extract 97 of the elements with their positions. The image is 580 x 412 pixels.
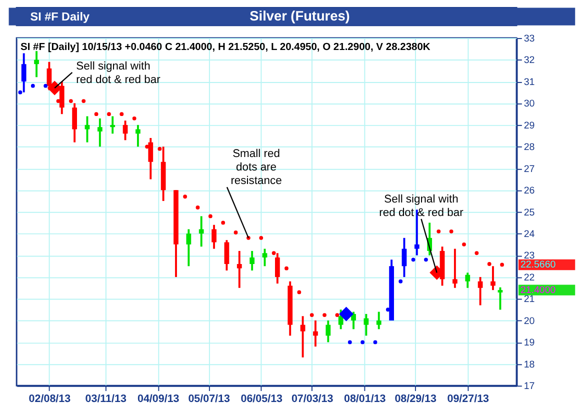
point: [500, 262, 504, 267]
candlestick: [376, 310, 382, 330]
point: [322, 313, 326, 317]
point: [221, 220, 226, 225]
x-tick-label: 05/07/13: [188, 392, 230, 405]
point: [449, 229, 454, 234]
y-tick-label: 23: [524, 250, 535, 262]
point: [82, 99, 86, 103]
x-tick-label: 02/08/13: [28, 392, 71, 405]
candlestick: [212, 224, 216, 250]
point: [259, 236, 264, 240]
point: [272, 251, 276, 256]
annotation: Small red dots are resistance: [230, 148, 282, 188]
candlestick: [236, 250, 242, 289]
point: [284, 266, 288, 270]
candlestick: [490, 265, 496, 292]
candlestick: [351, 310, 356, 330]
point: [196, 206, 200, 210]
point: [120, 112, 124, 116]
y-tick-label: 32: [524, 55, 535, 66]
point: [373, 340, 378, 344]
x-tick-label: 08/01/13: [344, 392, 386, 405]
point: [18, 90, 22, 94]
y-tick-label: 29: [524, 120, 535, 132]
chart-subtitle: SI #F Daily: [30, 10, 90, 24]
point: [348, 340, 352, 344]
point: [386, 308, 390, 312]
candlestick: [34, 50, 39, 78]
candlestick: [84, 115, 90, 144]
y-tick-label: 24: [524, 228, 536, 240]
candlestick: [498, 286, 503, 311]
point: [107, 112, 111, 116]
annotation: Sell signal with red dot & red bar: [76, 60, 161, 86]
point: [208, 214, 212, 218]
point: [44, 84, 48, 88]
point: [462, 242, 466, 246]
candlestick: [110, 115, 116, 135]
candlestick: [186, 228, 192, 268]
candlestick: [452, 248, 458, 289]
y-tick-label: 17: [524, 381, 535, 392]
candlestick: [414, 208, 420, 256]
candlestick: [136, 124, 140, 148]
candlestick: [224, 239, 230, 272]
candlestick: [478, 276, 483, 306]
annotation: 22.5660: [520, 260, 556, 271]
x-tick-label: 04/09/13: [137, 392, 180, 405]
chart-title: Silver (Futures): [250, 8, 350, 24]
candlestick: [198, 215, 204, 248]
point: [297, 290, 302, 294]
point: [132, 116, 136, 120]
candlestick: [326, 319, 331, 344]
y-tick-label: 33: [524, 33, 535, 44]
x-tick-label: 08/29/13: [394, 392, 436, 405]
y-tick-label: 19: [524, 338, 535, 349]
y-tick-label: 30: [524, 98, 536, 110]
point: [310, 313, 314, 317]
point: [94, 112, 98, 116]
candlestick: [300, 315, 306, 358]
candlestick: [262, 248, 268, 268]
point: [234, 230, 238, 234]
y-tick-label: 27: [524, 164, 535, 175]
point: [398, 279, 403, 284]
point: [411, 258, 416, 262]
point: [436, 229, 441, 234]
y-tick-label: 26: [524, 186, 535, 197]
y-tick-label: 25: [524, 207, 536, 218]
point: [474, 251, 479, 256]
candlestick: [122, 120, 128, 142]
point: [424, 258, 428, 262]
y-tick-label: 20: [524, 316, 536, 327]
annotation: SI #F [Daily] 10/15/13 +0.0460 C 21.4000, H 21.5250, L 20.4950, O 21.2900, V 28.2380K: [20, 42, 431, 53]
point: [145, 144, 149, 149]
candlestick: [465, 272, 470, 289]
point: [158, 146, 162, 151]
y-tick-label: 22: [524, 272, 535, 284]
point: [360, 340, 365, 344]
point: [47, 80, 62, 96]
point: [68, 99, 73, 103]
candlestick: [402, 236, 407, 278]
point: [183, 194, 188, 199]
x-tick-label: 07/03/13: [291, 392, 334, 405]
annotation: 21.4000: [520, 284, 556, 296]
y-tick-label: 18: [524, 359, 535, 370]
y-tick-label: 28: [524, 142, 535, 154]
candlestick: [250, 250, 255, 272]
x-tick-label: 06/05/13: [240, 392, 283, 405]
x-tick-label: 09/27/13: [447, 392, 490, 405]
x-tick-label: 03/11/13: [85, 392, 126, 405]
candlestick: [72, 102, 78, 144]
candlestick: [364, 312, 369, 337]
point: [30, 84, 35, 88]
y-tick-label: 31: [524, 76, 535, 88]
point: [487, 262, 492, 266]
point: [335, 313, 340, 317]
y-tick-label: 21: [524, 294, 535, 306]
candlestick: [313, 319, 318, 348]
candlestick: [97, 117, 102, 148]
